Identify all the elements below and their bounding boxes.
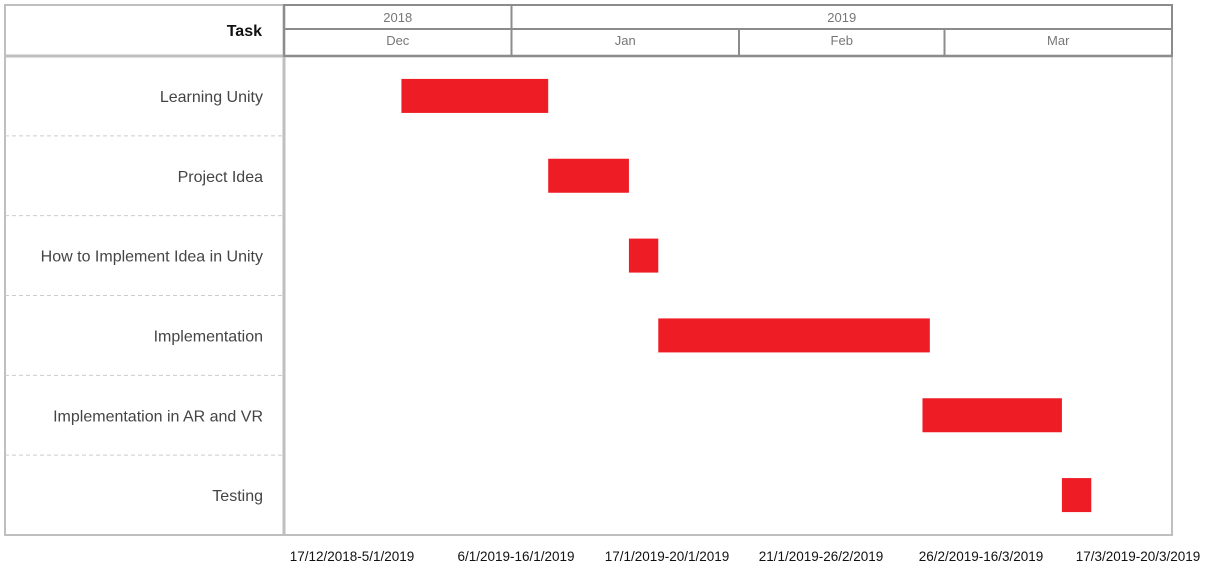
task-bars	[401, 78, 1092, 513]
year-header-row: 2018 2019	[383, 5, 856, 29]
task-bar	[922, 398, 1062, 433]
date-range-label: 17/12/2018-5/1/2019	[290, 549, 415, 564]
date-range-label: 21/1/2019-26/2/2019	[759, 549, 884, 564]
task-bar	[628, 238, 659, 273]
date-range-labels: 17/12/2018-5/1/2019 6/1/2019-16/1/2019 17/…	[290, 549, 1201, 564]
date-range-label: 6/1/2019-16/1/2019	[457, 549, 574, 564]
task-label: Learning Unity	[160, 89, 263, 106]
task-label: How to Implement Idea in Unity	[41, 249, 263, 266]
month-label: Feb	[831, 33, 853, 48]
task-rows: Learning Unity Project Idea How to Impleme…	[5, 89, 284, 505]
year-label: 2019	[827, 10, 856, 25]
date-range-label: 26/2/2019-16/3/2019	[919, 549, 1044, 564]
month-label: Mar	[1047, 33, 1070, 48]
task-label: Project Idea	[178, 169, 263, 186]
task-bar	[548, 158, 629, 193]
date-range-label: 17/1/2019-20/1/2019	[605, 549, 730, 564]
month-label: Dec	[386, 33, 410, 48]
task-bar	[1061, 478, 1092, 513]
task-label: Implementation in AR and VR	[53, 408, 263, 425]
task-bar	[401, 78, 549, 113]
task-label: Testing	[212, 488, 263, 505]
timeline-header-frame	[283, 4, 1173, 57]
date-range-label: 17/3/2019-20/3/2019	[1076, 549, 1201, 564]
month-label: Jan	[615, 33, 636, 48]
task-bar	[658, 318, 930, 353]
task-header: Task	[227, 23, 262, 40]
year-label: 2018	[383, 10, 412, 25]
month-header-row: Dec Jan Feb Mar	[386, 29, 1070, 56]
task-label: Implementation	[154, 328, 263, 345]
